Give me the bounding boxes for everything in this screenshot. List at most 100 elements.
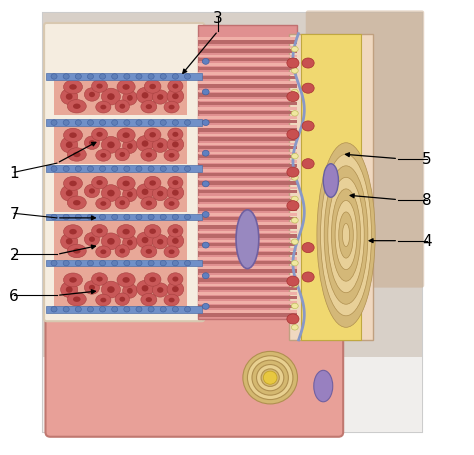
Ellipse shape	[149, 181, 156, 186]
Bar	[198, 314, 297, 317]
Bar	[198, 261, 297, 264]
Ellipse shape	[172, 238, 179, 244]
Ellipse shape	[64, 177, 82, 191]
Ellipse shape	[87, 261, 93, 266]
Ellipse shape	[124, 261, 130, 266]
Ellipse shape	[160, 167, 166, 172]
Ellipse shape	[136, 307, 142, 312]
Ellipse shape	[142, 141, 148, 147]
Ellipse shape	[124, 167, 130, 172]
Ellipse shape	[292, 176, 298, 181]
Ellipse shape	[107, 238, 115, 245]
Ellipse shape	[117, 273, 135, 288]
Ellipse shape	[84, 185, 100, 198]
Bar	[46, 74, 202, 81]
Ellipse shape	[287, 314, 299, 324]
Bar	[198, 38, 297, 40]
Ellipse shape	[89, 141, 95, 146]
Bar	[198, 94, 297, 97]
Ellipse shape	[89, 237, 95, 243]
Bar	[198, 59, 297, 62]
Ellipse shape	[107, 190, 115, 197]
Bar	[198, 138, 297, 142]
Bar	[46, 166, 202, 173]
Ellipse shape	[100, 154, 106, 158]
Ellipse shape	[67, 197, 86, 210]
Bar	[198, 214, 297, 216]
Ellipse shape	[87, 167, 93, 172]
Ellipse shape	[136, 75, 142, 80]
Ellipse shape	[172, 94, 179, 100]
Bar	[198, 129, 297, 132]
Ellipse shape	[173, 215, 178, 220]
Bar	[43, 357, 422, 432]
Ellipse shape	[122, 229, 130, 235]
Ellipse shape	[164, 247, 179, 258]
Ellipse shape	[96, 247, 111, 258]
Ellipse shape	[136, 261, 142, 266]
Ellipse shape	[172, 190, 179, 196]
Text: 3: 3	[213, 11, 223, 25]
Ellipse shape	[124, 121, 130, 126]
Ellipse shape	[89, 285, 95, 290]
Bar	[54, 122, 187, 164]
Bar	[198, 41, 297, 45]
Ellipse shape	[149, 85, 156, 90]
Ellipse shape	[101, 137, 120, 154]
Ellipse shape	[157, 143, 164, 149]
Ellipse shape	[142, 93, 148, 99]
Bar	[198, 103, 297, 106]
Bar	[198, 178, 297, 181]
Ellipse shape	[169, 202, 174, 207]
Bar	[198, 217, 297, 220]
Ellipse shape	[136, 121, 142, 126]
Ellipse shape	[91, 81, 108, 93]
Ellipse shape	[236, 210, 259, 269]
Ellipse shape	[152, 91, 168, 105]
Ellipse shape	[173, 84, 178, 90]
Ellipse shape	[84, 136, 100, 150]
Ellipse shape	[173, 307, 178, 312]
Ellipse shape	[149, 133, 156, 138]
Ellipse shape	[117, 177, 135, 191]
Ellipse shape	[127, 144, 133, 150]
Bar	[198, 64, 297, 67]
Ellipse shape	[202, 59, 209, 65]
Ellipse shape	[292, 133, 298, 138]
Bar	[198, 82, 297, 84]
Bar	[198, 267, 297, 269]
Ellipse shape	[320, 155, 372, 316]
Bar	[198, 205, 297, 207]
Ellipse shape	[302, 59, 314, 69]
Ellipse shape	[136, 215, 142, 220]
Ellipse shape	[141, 149, 157, 162]
Bar	[198, 240, 297, 243]
Ellipse shape	[144, 177, 161, 190]
Ellipse shape	[137, 136, 154, 152]
Ellipse shape	[168, 225, 183, 238]
Bar	[198, 258, 297, 260]
Ellipse shape	[101, 282, 120, 298]
Ellipse shape	[66, 142, 73, 149]
Ellipse shape	[51, 167, 57, 172]
Ellipse shape	[169, 106, 174, 110]
Bar	[198, 50, 297, 53]
Ellipse shape	[61, 90, 78, 105]
Text: 4: 4	[422, 234, 431, 248]
Ellipse shape	[202, 243, 209, 248]
Ellipse shape	[292, 197, 298, 202]
Ellipse shape	[122, 181, 130, 187]
Ellipse shape	[202, 212, 209, 218]
Ellipse shape	[184, 215, 191, 220]
Ellipse shape	[173, 181, 178, 186]
Ellipse shape	[168, 177, 183, 189]
Bar	[198, 76, 297, 80]
Ellipse shape	[100, 106, 106, 110]
Ellipse shape	[137, 233, 154, 248]
Bar	[198, 288, 297, 291]
Bar	[198, 100, 297, 102]
Circle shape	[264, 371, 277, 384]
Ellipse shape	[148, 261, 154, 266]
Ellipse shape	[160, 261, 166, 266]
Ellipse shape	[100, 307, 106, 312]
